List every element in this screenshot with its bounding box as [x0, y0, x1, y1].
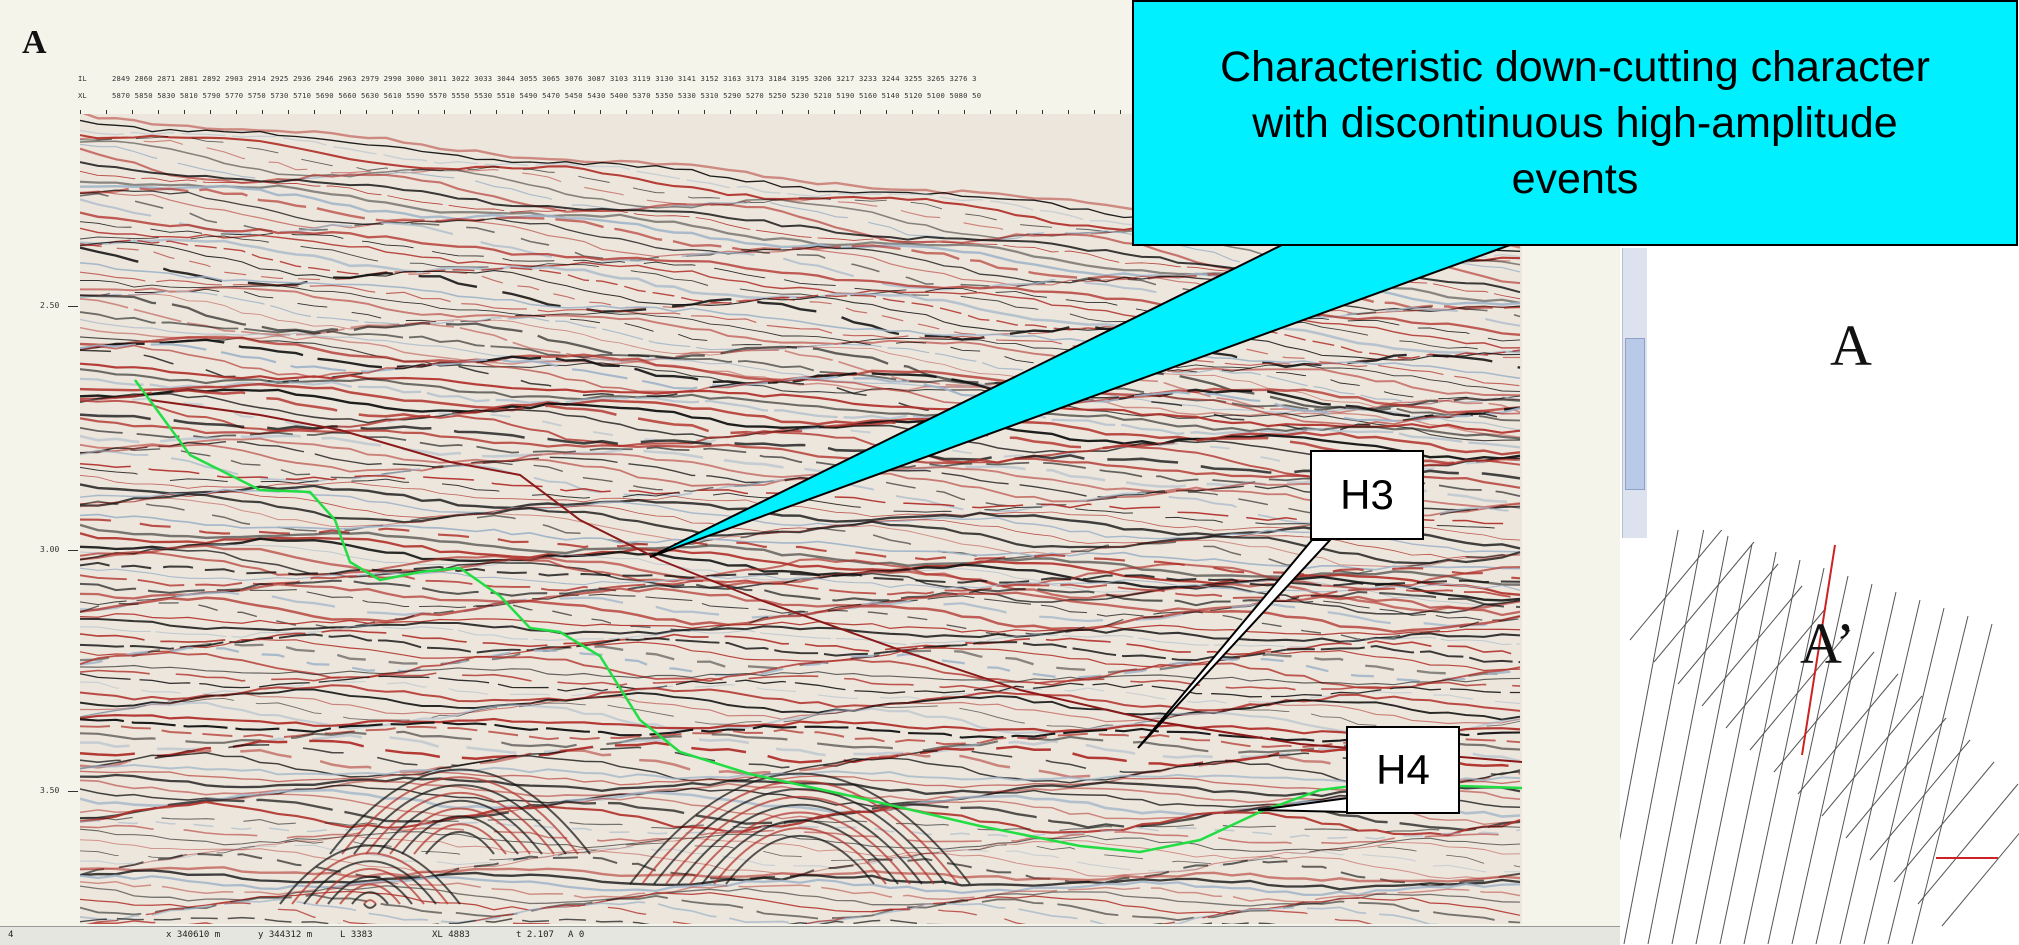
- time-tick-label: 2.50: [40, 301, 79, 310]
- header-tick-row: [80, 110, 1520, 116]
- status-time: t 2.107: [516, 930, 554, 940]
- vertical-scrollbar[interactable]: [1622, 248, 1647, 538]
- inline-header-values: 2849 2860 2871 2881 2892 2903 2914 2925 …: [112, 74, 977, 83]
- status-amplitude: A 0: [568, 930, 585, 940]
- status-crossline: XL 4883: [432, 930, 470, 940]
- crossline-header-values: 5870 5850 5830 5810 5790 5770 5750 5730 …: [112, 91, 982, 100]
- h4-label: H4: [1346, 726, 1460, 814]
- time-axis: 2.50 3.00 3.50: [0, 114, 79, 924]
- survey-basemap-grid: [1620, 530, 2019, 944]
- status-item: 4: [8, 930, 14, 940]
- status-bar: 4 x 340610 m y 344312 m L 3383 XL 4883 t…: [0, 926, 1620, 945]
- basemap-panel: [1646, 240, 2019, 944]
- map-label-a-prime: A’: [1800, 611, 1855, 676]
- annotation-callout: Characteristic down-cutting character wi…: [1132, 0, 2018, 246]
- time-tick-label: 3.50: [40, 786, 79, 795]
- status-x-coordinate: x 340610 m: [166, 930, 221, 940]
- time-tick-label: 3.00: [40, 545, 79, 554]
- scrollbar-thumb[interactable]: [1625, 338, 1645, 490]
- section-label: A: [22, 24, 47, 61]
- status-y-coordinate: y 344312 m: [258, 930, 313, 940]
- callout-text: Characteristic down-cutting character wi…: [1220, 43, 1930, 203]
- map-label-a: A: [1830, 313, 1872, 378]
- crossline-header-label: XL: [78, 91, 87, 100]
- section-location-line: [1801, 544, 1836, 756]
- h3-label: H3: [1310, 450, 1424, 540]
- inline-header-label: IL: [78, 74, 87, 83]
- status-inline: L 3383: [340, 930, 373, 940]
